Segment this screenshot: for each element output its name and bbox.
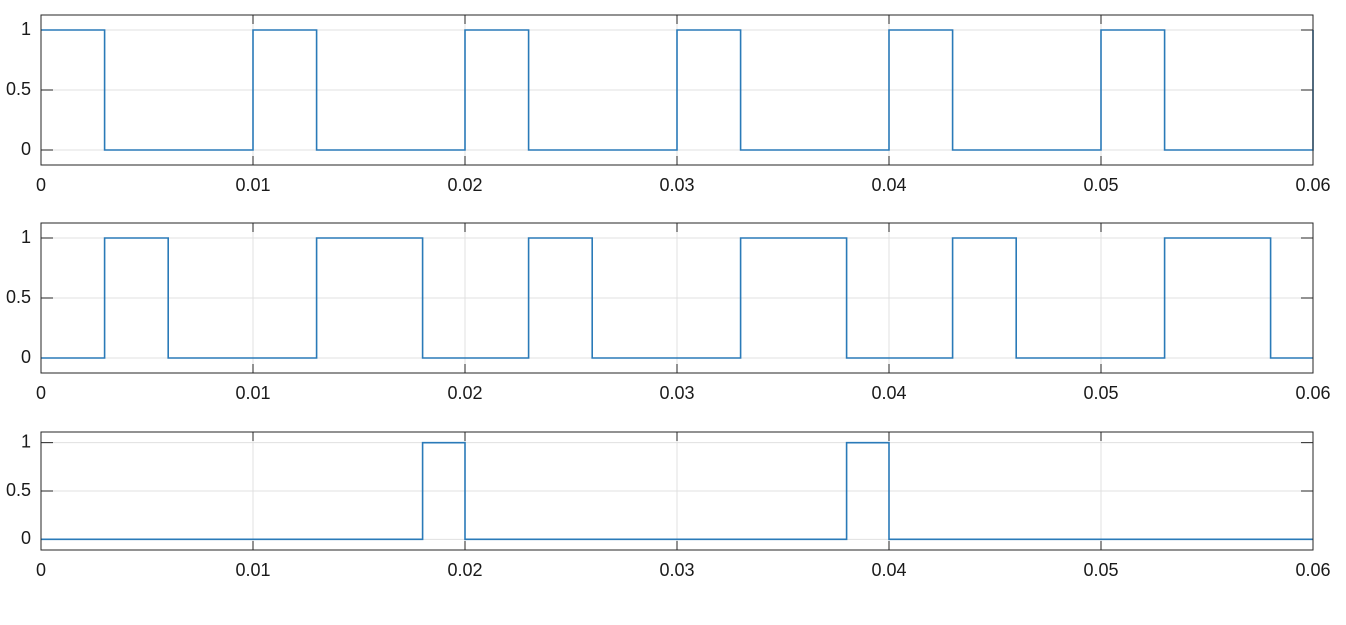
x-tick-label: 0.02	[447, 383, 482, 403]
axes-box	[40, 431, 1314, 551]
axes-box	[40, 222, 1314, 374]
x-tick-label: 0.05	[1083, 560, 1118, 580]
x-tick-label: 0.04	[871, 560, 906, 580]
y-tick-label: 0.5	[6, 287, 31, 307]
y-tick-label: 0.5	[6, 79, 31, 99]
x-tick-label: 0.04	[871, 175, 906, 195]
signal-line	[41, 29, 1314, 151]
y-tick-label: 0	[21, 347, 31, 367]
y-tick-label: 0	[21, 139, 31, 159]
y-tick-label: 1	[21, 19, 31, 39]
y-tick-label: 0.5	[6, 480, 31, 500]
x-tick-label: 0.02	[447, 560, 482, 580]
x-tick-label: 0	[36, 175, 46, 195]
x-tick-label: 0.03	[659, 383, 694, 403]
x-tick-label: 0.04	[871, 383, 906, 403]
x-tick-label: 0.05	[1083, 175, 1118, 195]
x-tick-label: 0.01	[235, 560, 270, 580]
signal-line	[41, 237, 1313, 359]
x-tick-label: 0.01	[235, 175, 270, 195]
x-tick-label: 0.02	[447, 175, 482, 195]
x-tick-label: 0.05	[1083, 383, 1118, 403]
x-tick-label: 0.01	[235, 383, 270, 403]
x-tick-label: 0	[36, 560, 46, 580]
x-tick-label: 0.03	[659, 560, 694, 580]
x-tick-label: 0	[36, 383, 46, 403]
signal-line	[41, 441, 1313, 541]
x-tick-label: 0.06	[1295, 383, 1330, 403]
x-tick-label: 0.03	[659, 175, 694, 195]
x-tick-label: 0.06	[1295, 560, 1330, 580]
axes-box	[40, 14, 1314, 166]
y-tick-label: 1	[21, 431, 31, 451]
y-tick-label: 0	[21, 528, 31, 548]
y-tick-label: 1	[21, 227, 31, 247]
x-tick-label: 0.06	[1295, 175, 1330, 195]
